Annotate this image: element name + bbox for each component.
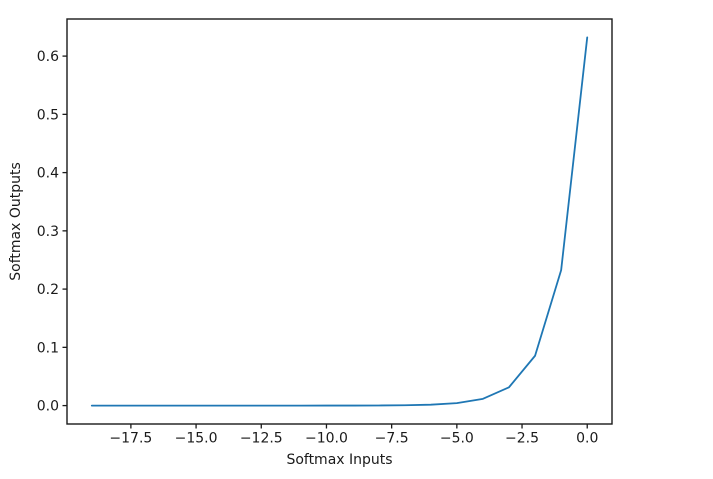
axes-frame [66,18,613,425]
x-tick-label: −12.5 [240,431,283,447]
y-tick-label: 0.1 [37,340,59,356]
x-tick-label: −15.0 [175,431,218,447]
x-tick-label: −10.0 [305,431,348,447]
y-tick-label: 0.2 [37,282,59,298]
y-tick-label: 0.0 [37,399,59,415]
softmax-curve-line [90,36,589,407]
y-tick-label: 0.6 [37,49,59,65]
plot-area: −17.5 −15.0 −12.5 −10.0 −7.5 −5.0 −2.5 0.0 0.0 0.… [37,18,613,447]
y-tick-label: 0.3 [37,224,59,240]
x-tick-label: −5.0 [440,431,474,447]
y-tick-label: 0.4 [37,166,59,182]
y-axis-label: Softmax Outputs [8,162,24,281]
x-axis-label: Softmax Inputs [286,452,392,468]
x-tick-label: 0.0 [576,431,598,447]
x-tick-label: −7.5 [375,431,409,447]
y-tick-label: 0.5 [37,107,59,123]
x-tick-label: −2.5 [505,431,539,447]
x-tick-label: −17.5 [109,431,152,447]
